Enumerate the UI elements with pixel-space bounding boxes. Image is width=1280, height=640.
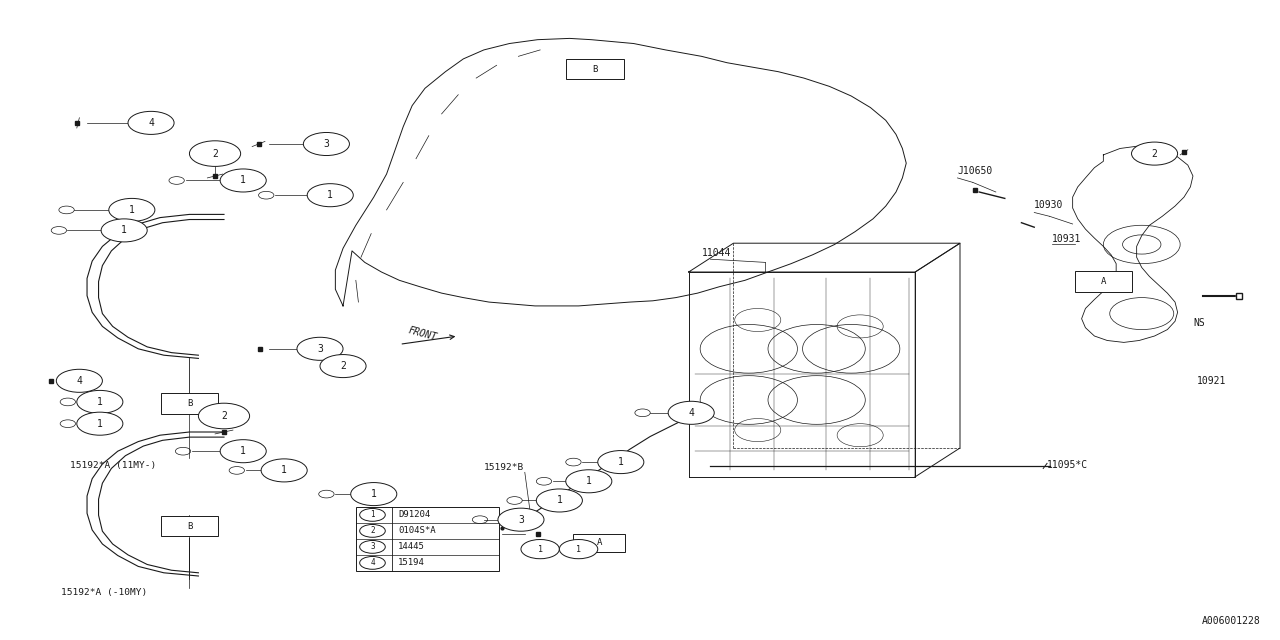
Circle shape bbox=[536, 489, 582, 512]
Circle shape bbox=[521, 540, 559, 559]
Circle shape bbox=[56, 369, 102, 392]
Circle shape bbox=[559, 540, 598, 559]
Text: 1: 1 bbox=[282, 465, 287, 476]
Bar bbox=[356, 507, 499, 571]
Text: B: B bbox=[187, 399, 192, 408]
Text: 14445: 14445 bbox=[398, 542, 425, 552]
Text: 1: 1 bbox=[370, 510, 375, 520]
Text: 0104S*A: 0104S*A bbox=[398, 526, 435, 536]
Circle shape bbox=[101, 219, 147, 242]
Text: 3: 3 bbox=[324, 139, 329, 149]
Circle shape bbox=[598, 451, 644, 474]
Circle shape bbox=[189, 141, 241, 166]
Text: 1: 1 bbox=[557, 495, 562, 506]
Circle shape bbox=[128, 111, 174, 134]
Text: 1: 1 bbox=[618, 457, 623, 467]
Circle shape bbox=[303, 132, 349, 156]
Text: 15192*A (-10MY): 15192*A (-10MY) bbox=[61, 588, 147, 596]
Bar bbox=[573, 534, 625, 552]
Text: 11044: 11044 bbox=[701, 248, 731, 258]
Text: A: A bbox=[1101, 277, 1106, 286]
Circle shape bbox=[297, 337, 343, 360]
Bar bbox=[161, 393, 218, 413]
Text: 10930: 10930 bbox=[1034, 200, 1064, 210]
Text: 1: 1 bbox=[97, 397, 102, 407]
Text: 2: 2 bbox=[1152, 148, 1157, 159]
Text: 1: 1 bbox=[576, 545, 581, 554]
Circle shape bbox=[1132, 142, 1178, 165]
Text: 1: 1 bbox=[586, 476, 591, 486]
Text: J10650: J10650 bbox=[957, 166, 993, 176]
Text: FRONT: FRONT bbox=[407, 325, 438, 342]
Text: 1: 1 bbox=[129, 205, 134, 215]
Text: A: A bbox=[596, 538, 602, 547]
Circle shape bbox=[77, 390, 123, 413]
Text: 1: 1 bbox=[328, 190, 333, 200]
Text: 15192*B: 15192*B bbox=[484, 463, 524, 472]
Text: 11095*C: 11095*C bbox=[1047, 461, 1088, 470]
Circle shape bbox=[220, 440, 266, 463]
Text: 10931: 10931 bbox=[1052, 234, 1082, 244]
Circle shape bbox=[498, 508, 544, 531]
Text: 2: 2 bbox=[370, 526, 375, 536]
Circle shape bbox=[307, 184, 353, 207]
Text: 10921: 10921 bbox=[1197, 376, 1226, 386]
Bar bbox=[566, 59, 625, 79]
Text: 4: 4 bbox=[77, 376, 82, 386]
Circle shape bbox=[351, 483, 397, 506]
Text: 2: 2 bbox=[212, 148, 218, 159]
Text: 4: 4 bbox=[689, 408, 694, 418]
Text: 4: 4 bbox=[370, 558, 375, 568]
Text: 1: 1 bbox=[538, 545, 543, 554]
Text: 1: 1 bbox=[371, 489, 376, 499]
Text: 3: 3 bbox=[518, 515, 524, 525]
Text: B: B bbox=[187, 522, 192, 531]
Text: 3: 3 bbox=[317, 344, 323, 354]
Bar bbox=[1075, 271, 1133, 292]
Text: A006001228: A006001228 bbox=[1202, 616, 1261, 626]
Circle shape bbox=[668, 401, 714, 424]
Bar bbox=[161, 516, 218, 536]
Text: 1: 1 bbox=[97, 419, 102, 429]
Circle shape bbox=[77, 412, 123, 435]
Circle shape bbox=[566, 470, 612, 493]
Text: 1: 1 bbox=[241, 175, 246, 186]
Circle shape bbox=[198, 403, 250, 429]
Text: 1: 1 bbox=[241, 446, 246, 456]
Text: D91204: D91204 bbox=[398, 510, 430, 520]
Circle shape bbox=[109, 198, 155, 221]
Text: 2: 2 bbox=[221, 411, 227, 421]
Text: B: B bbox=[593, 65, 598, 74]
Text: 4: 4 bbox=[148, 118, 154, 128]
Text: 15192*A (11MY-): 15192*A (11MY-) bbox=[70, 461, 156, 470]
Text: NS: NS bbox=[1193, 319, 1204, 328]
Circle shape bbox=[220, 169, 266, 192]
Circle shape bbox=[261, 459, 307, 482]
Text: 2: 2 bbox=[340, 361, 346, 371]
Text: 15194: 15194 bbox=[398, 558, 425, 568]
Circle shape bbox=[320, 355, 366, 378]
Text: 1: 1 bbox=[122, 225, 127, 236]
Text: 3: 3 bbox=[370, 542, 375, 552]
